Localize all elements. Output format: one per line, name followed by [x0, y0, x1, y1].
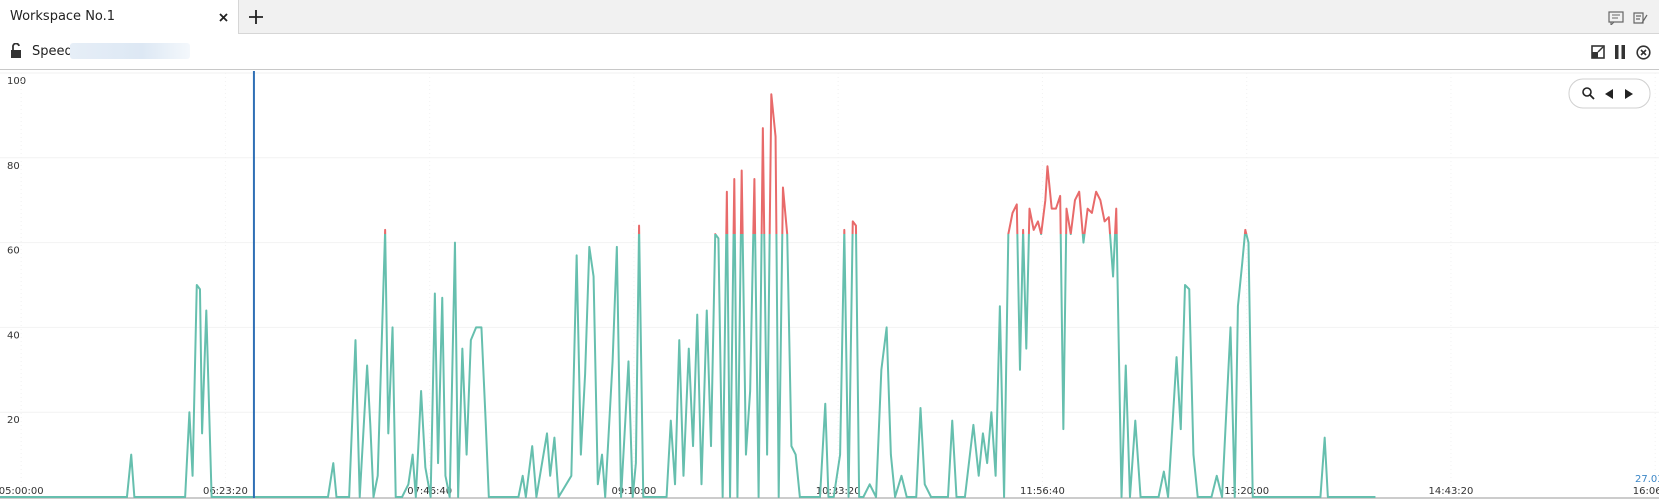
zoom-icon-handle [1589, 94, 1595, 100]
close-panel-icon[interactable] [1636, 45, 1651, 60]
y-tick-label: 60 [7, 246, 20, 257]
tab-title: Workspace No.1 [10, 9, 116, 24]
expand-icon[interactable] [1591, 45, 1605, 59]
speed-line [0, 93, 1376, 498]
pause-icon[interactable] [1614, 45, 1626, 59]
zoom-controls [1568, 78, 1651, 109]
blurred-field [70, 43, 190, 59]
lock-icon[interactable] [10, 43, 23, 59]
comments-icon[interactable] [1608, 11, 1624, 25]
panel-header: Speed [0, 34, 1659, 70]
x-tick-label: 13:20:00 [1224, 486, 1269, 497]
x-tick-label: 05:00:00 [0, 486, 44, 497]
y-tick-label: 20 [7, 415, 20, 426]
close-tab-icon[interactable] [219, 13, 228, 22]
tab-bar: Workspace No.1 [0, 0, 1659, 35]
scroll-left-icon[interactable] [1605, 89, 1613, 99]
new-tab-icon[interactable] [248, 9, 264, 25]
panel-title: Speed [32, 44, 73, 59]
y-tick-label: 100 [7, 76, 26, 87]
x-tick-label: 11:56:40 [1020, 486, 1065, 497]
workspace-tab[interactable]: Workspace No.1 [0, 0, 239, 35]
zoom-icon[interactable] [1582, 87, 1592, 97]
x-tick-label: 14:43:20 [1428, 486, 1473, 497]
notes-icon[interactable] [1632, 11, 1648, 25]
x-tick-label: 16:06:40 [1633, 486, 1659, 497]
y-tick-label: 80 [7, 161, 20, 172]
y-tick-label: 40 [7, 330, 20, 341]
x-tick-label: 10:33:20 [816, 486, 861, 497]
scroll-right-icon[interactable] [1625, 89, 1633, 99]
date-label: 27.03. [1635, 474, 1659, 485]
x-tick-label: 06:23:20 [203, 486, 248, 497]
